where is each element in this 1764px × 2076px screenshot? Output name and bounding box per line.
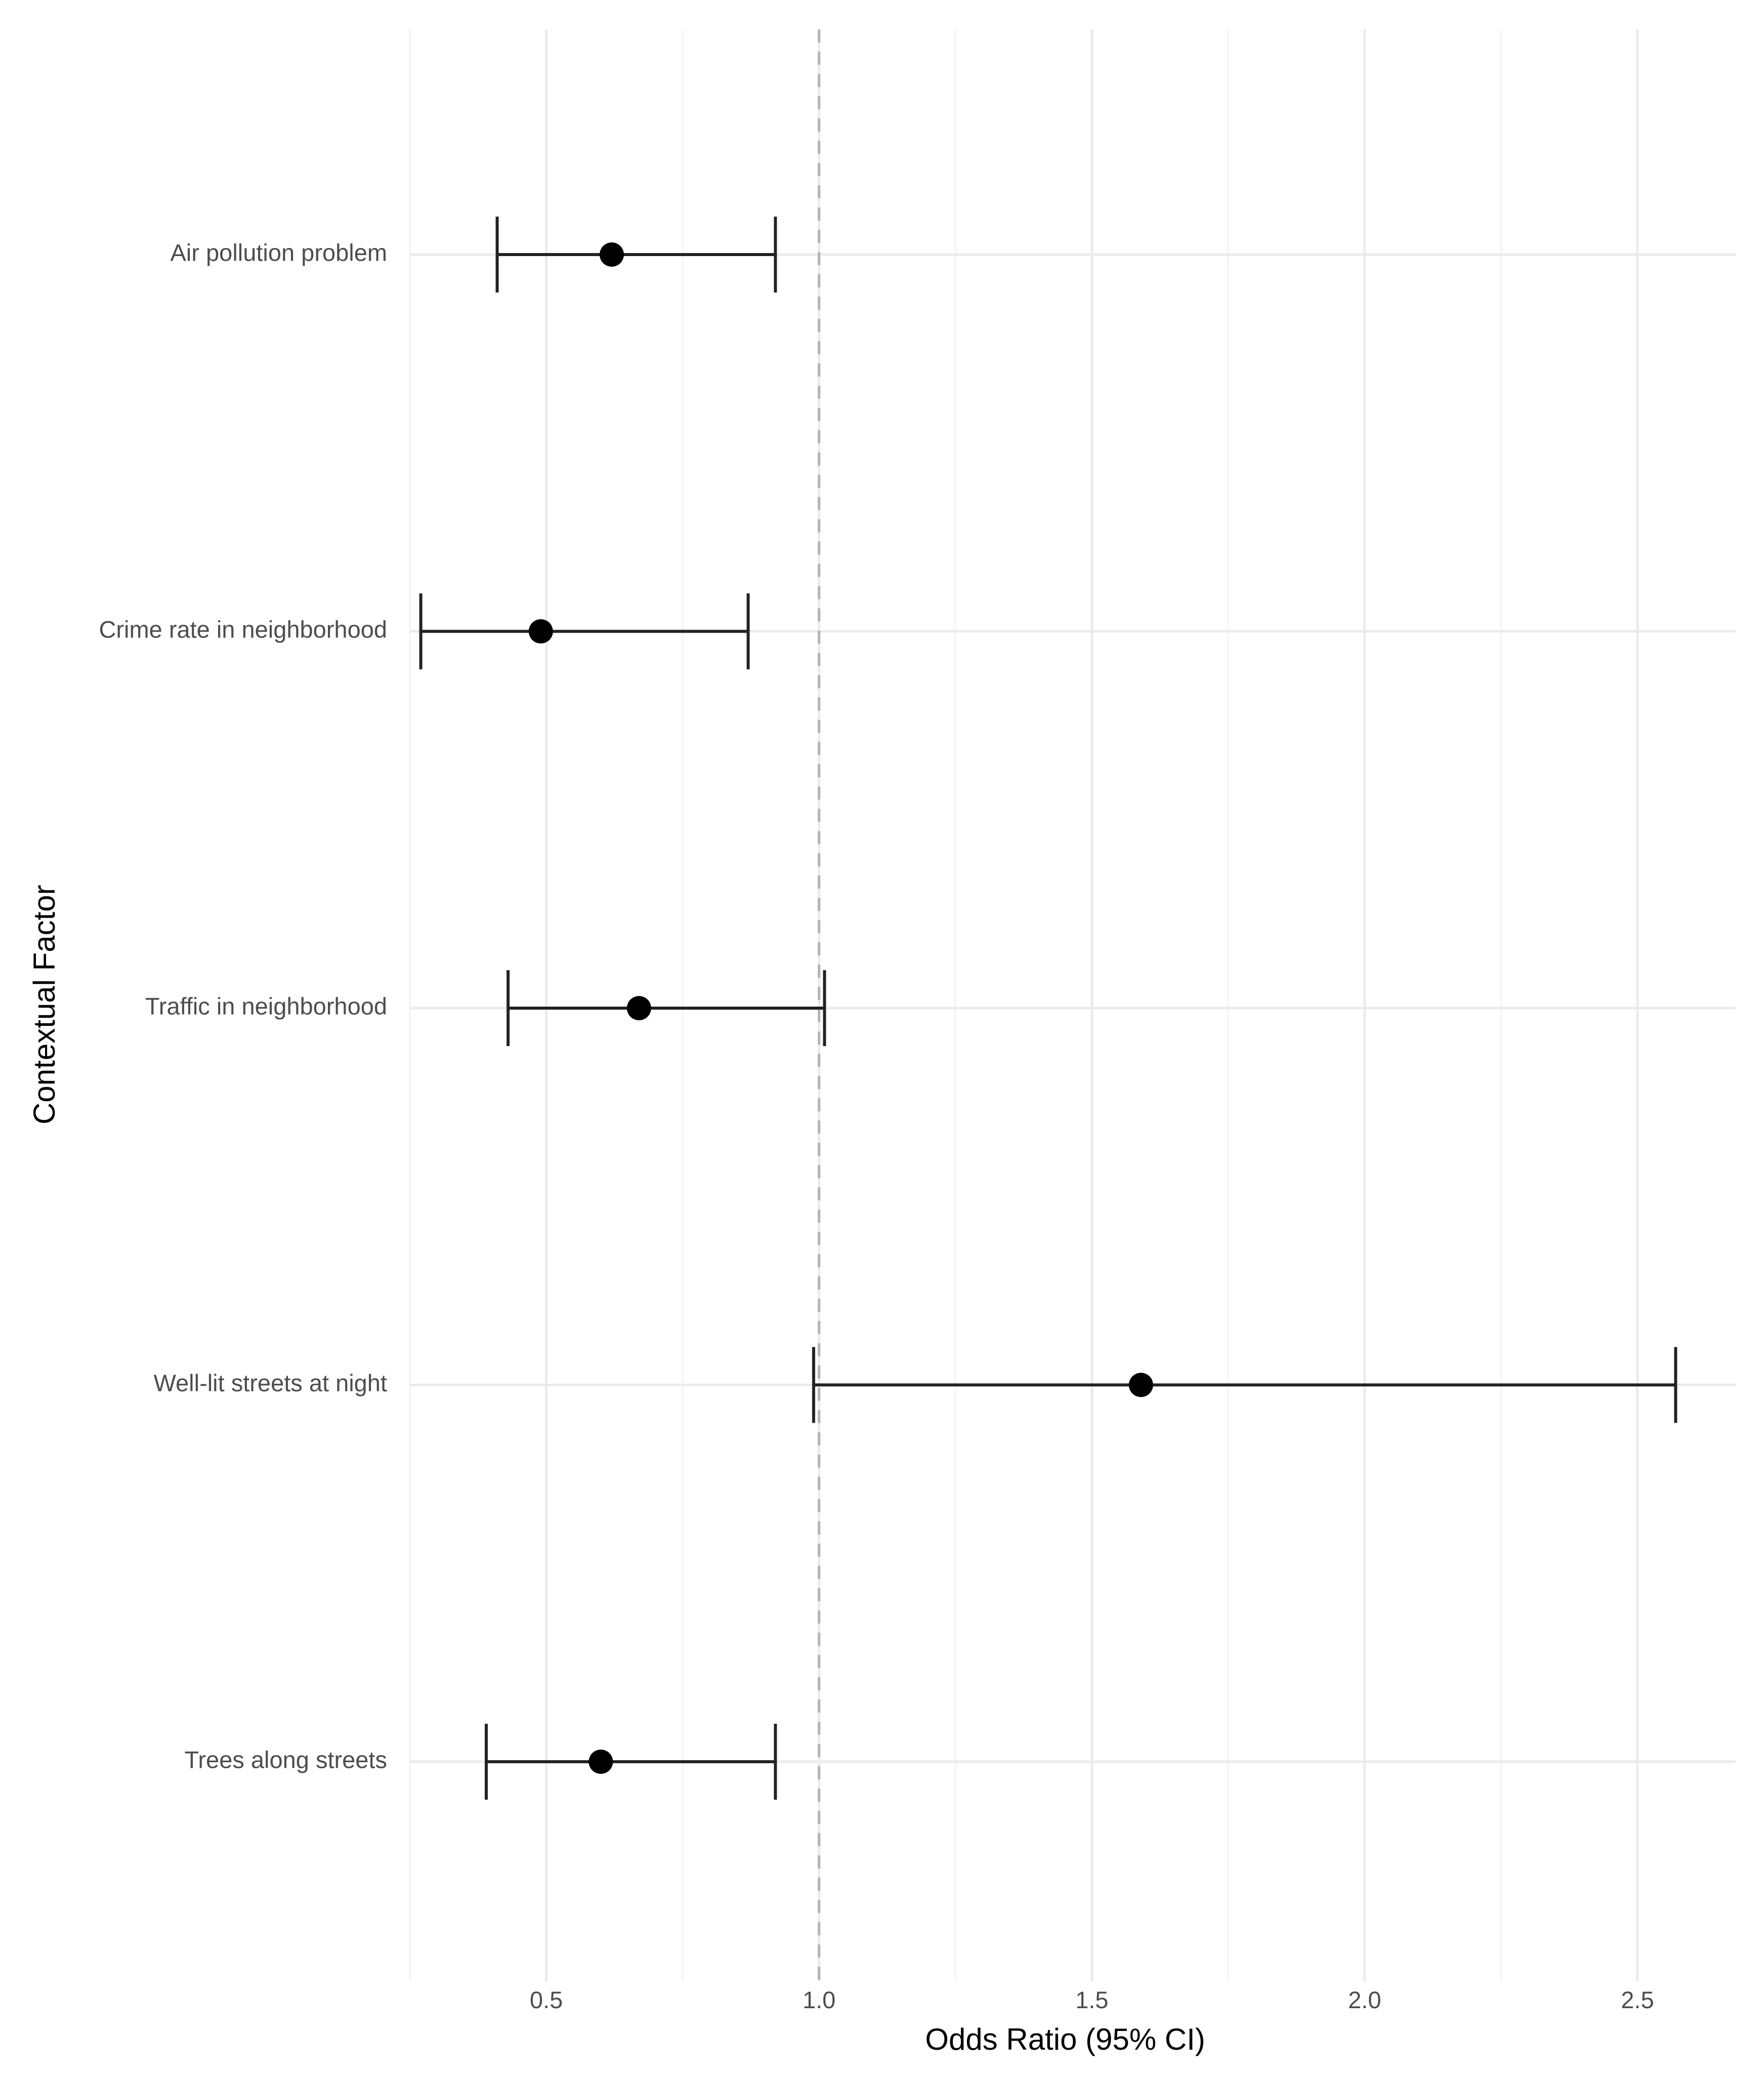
x-tick-label: 1.5 — [1075, 1986, 1108, 2013]
point-estimate — [626, 996, 651, 1020]
y-tick-label: Air pollution problem — [171, 239, 387, 266]
x-tick-label: 1.0 — [803, 1986, 835, 2013]
x-tick-label: 2.5 — [1621, 1986, 1654, 2013]
y-tick-label: Well-lit streets at night — [154, 1369, 387, 1396]
x-tick-labels: 0.5 1.0 1.5 2.0 2.5 — [530, 1986, 1654, 2013]
error-bars — [419, 217, 1677, 1800]
minor-gridlines — [409, 29, 1502, 1981]
y-tick-label: Traffic in neighborhood — [145, 992, 387, 1019]
x-axis-title: Odds Ratio (95% CI) — [925, 2022, 1205, 2056]
point-estimates — [528, 242, 1153, 1774]
y-axis-title: Contextual Factor — [27, 885, 61, 1125]
y-tick-labels: Air pollution problem Crime rate in neigh… — [99, 239, 387, 1773]
major-gridlines — [410, 29, 1736, 1981]
x-tick-label: 0.5 — [530, 1986, 563, 2013]
x-tick-label: 2.0 — [1348, 1986, 1381, 2013]
point-estimate — [599, 242, 624, 267]
point-estimate — [528, 619, 553, 644]
y-tick-label: Trees along streets — [184, 1746, 387, 1773]
point-estimate — [589, 1750, 613, 1774]
point-estimate — [1128, 1373, 1153, 1397]
y-tick-label: Crime rate in neighborhood — [99, 616, 387, 643]
